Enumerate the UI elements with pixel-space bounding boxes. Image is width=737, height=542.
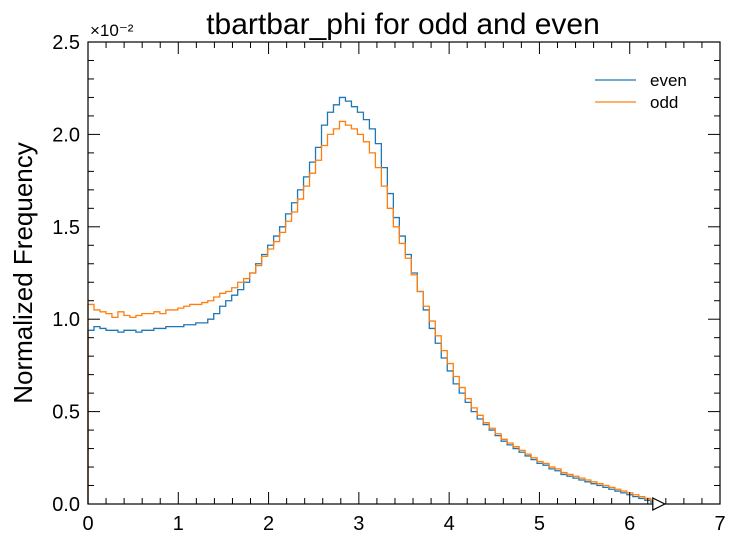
x-tick-label: 7 [714,513,725,535]
chart-title: tbartbar_phi for odd and even [206,8,600,41]
y-tick-label: 1.0 [52,309,80,331]
legend-label-odd: odd [650,93,678,112]
series-layer [87,96,658,504]
x-tick-label: 1 [173,513,184,535]
y-multiplier-label: ×10⁻² [90,21,134,40]
y-tick-label: 2.5 [52,32,80,54]
legend: even odd [595,71,687,112]
x-tick-label: 3 [353,513,364,535]
y-tick-label: 0.0 [52,494,80,516]
y-tick-label: 2.0 [52,124,80,146]
tick-labels-layer: 0 1 2 3 4 5 6 7 0.0 0.5 1.0 1.5 2.0 2.5 [52,32,725,535]
plot-frame [87,41,721,505]
y-tick-label: 1.5 [52,217,80,239]
x-tick-label: 4 [444,513,455,535]
x-tick-label: 0 [82,513,93,535]
overflow-marker [652,497,667,511]
x-tick-label: 2 [263,513,274,535]
x-tick-label: 6 [624,513,635,535]
series-even-step-line [87,96,658,504]
legend-label-even: even [650,71,687,90]
y-axis-label: Normalized Frequency [8,142,38,404]
x-tick-label: 5 [534,513,545,535]
series-odd-step-line [87,120,658,504]
y-tick-label: 0.5 [52,402,80,424]
